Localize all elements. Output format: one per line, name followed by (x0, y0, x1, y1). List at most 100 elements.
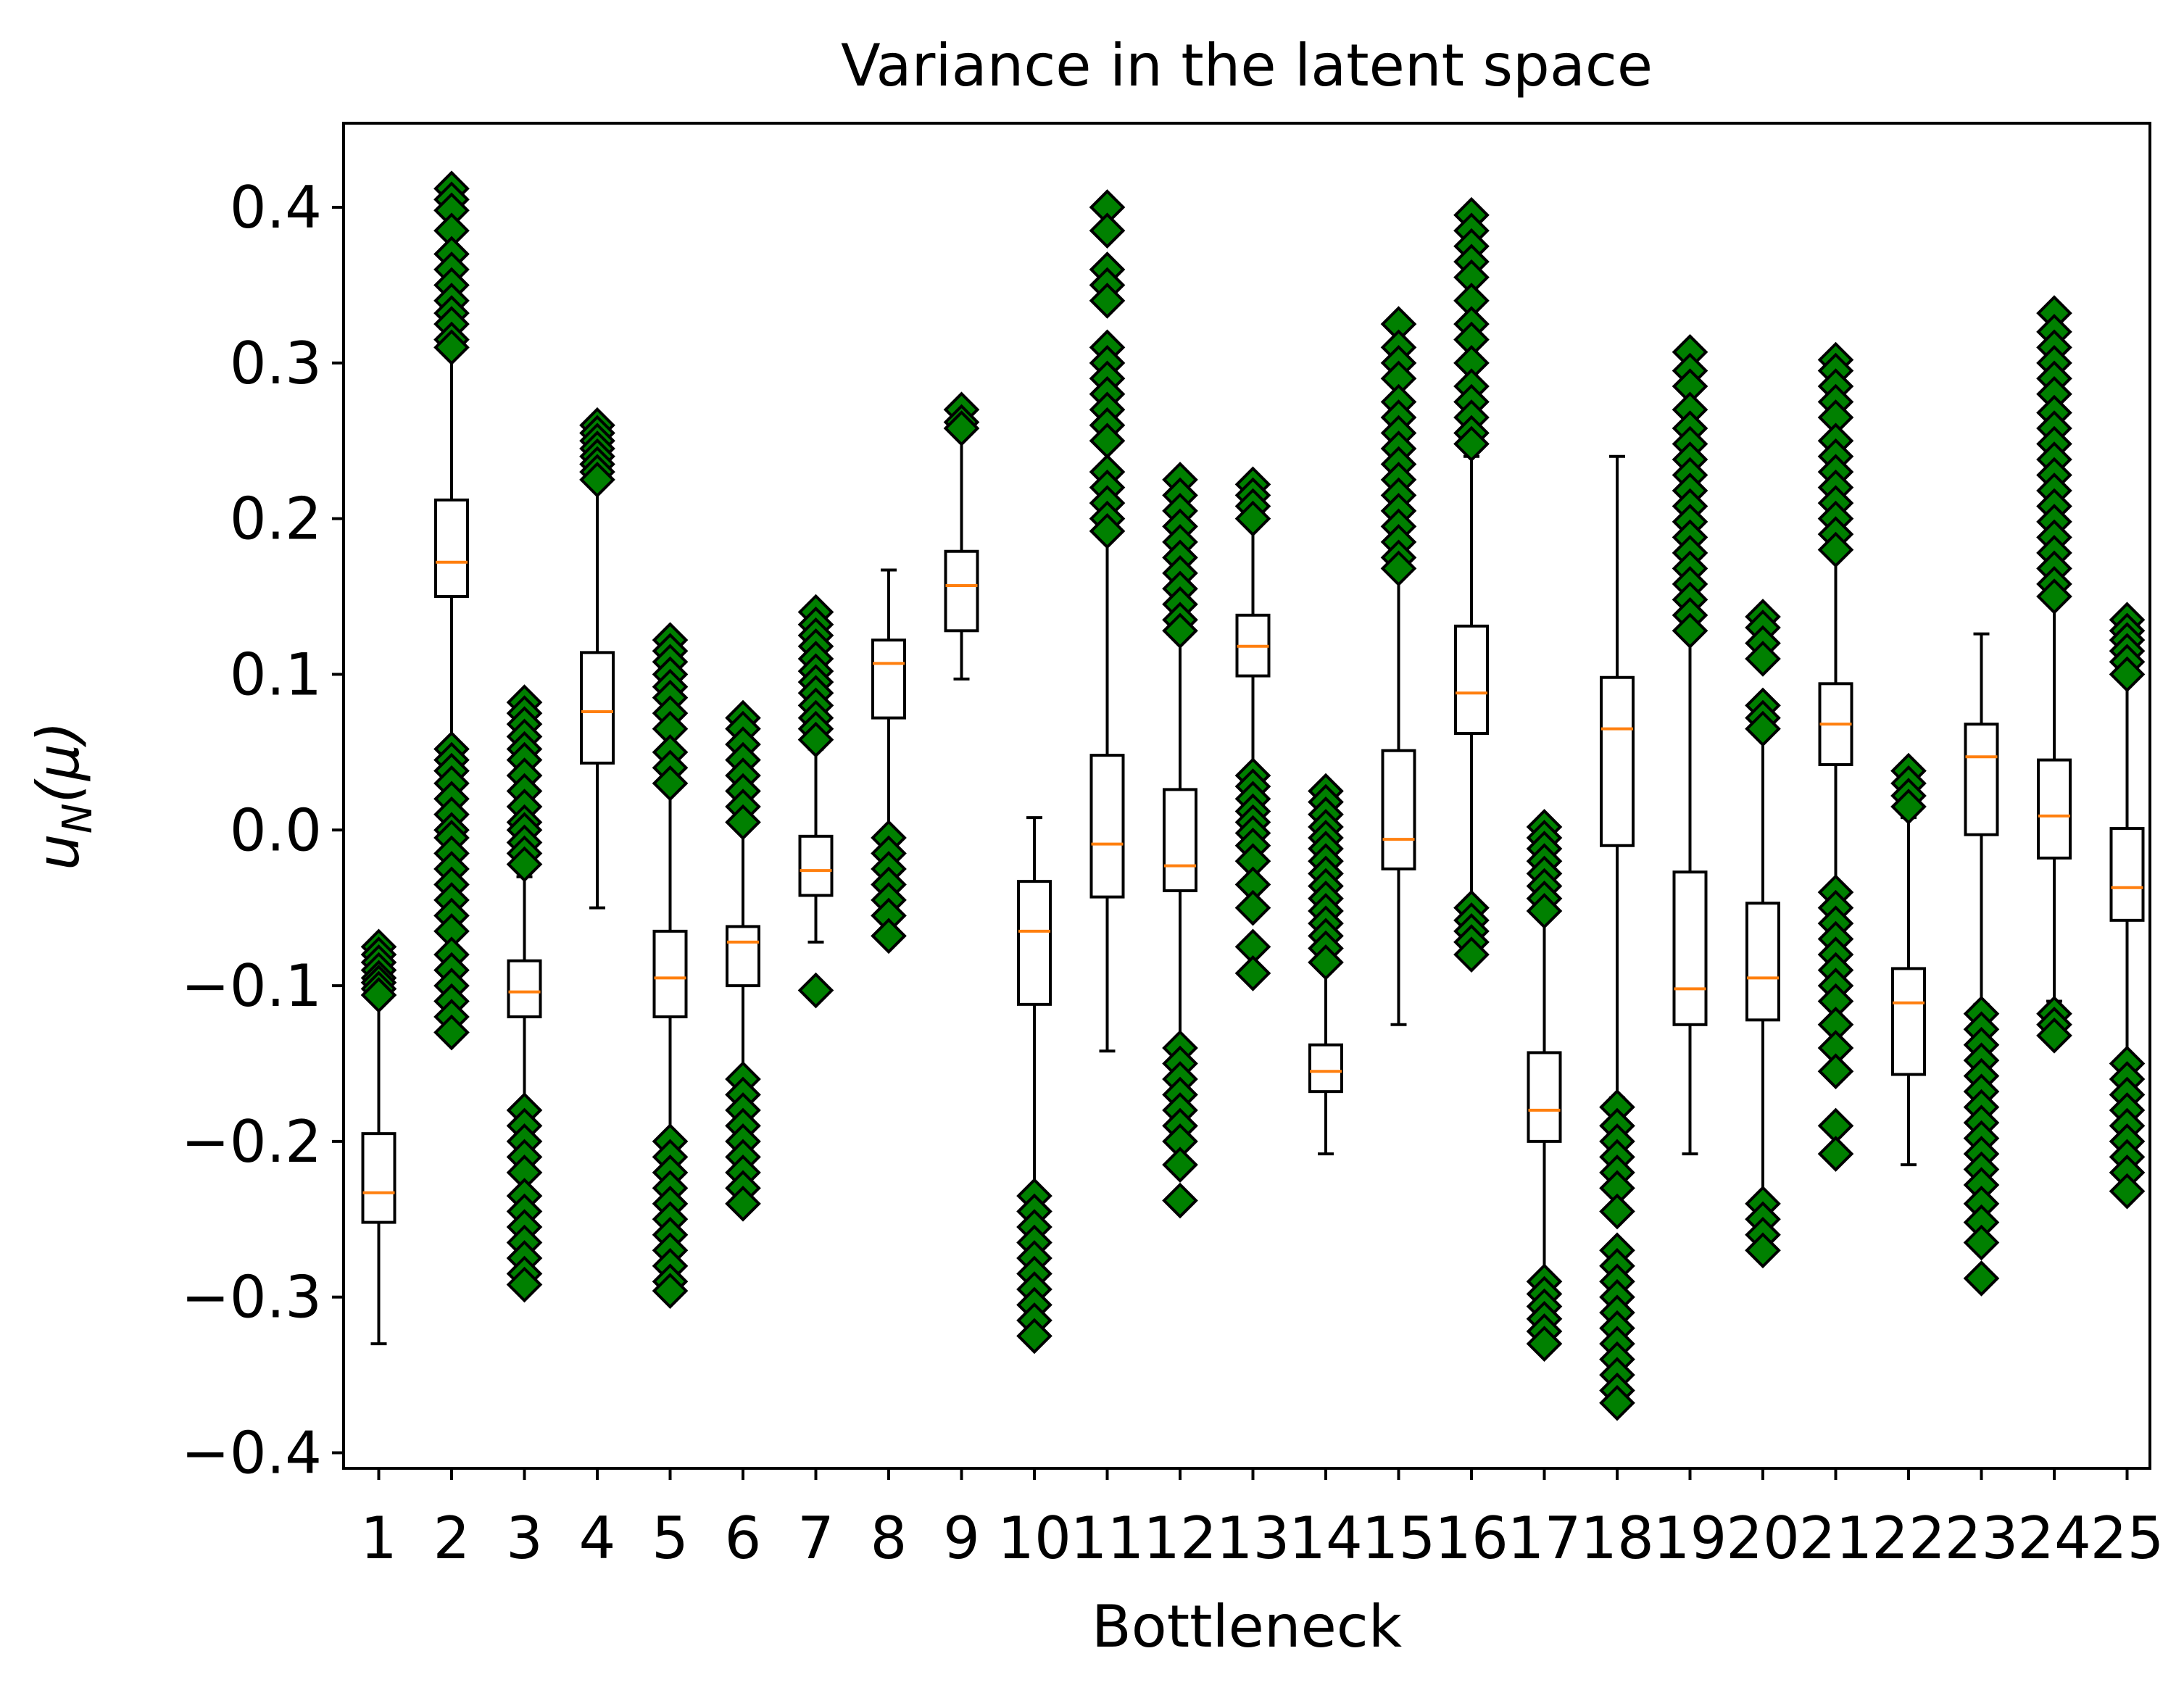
flier-point (433, 329, 470, 366)
flier-point (2036, 578, 2072, 615)
flier-point (725, 804, 761, 841)
y-tick-label: 0.1 (230, 641, 322, 708)
flier-point (797, 721, 834, 758)
box-iqr (434, 498, 469, 599)
box-iqr (871, 638, 906, 720)
box-13 (1235, 525, 1271, 770)
x-tick-label: 17 (1508, 1505, 1582, 1572)
x-tick-label: 4 (579, 1505, 616, 1572)
flier-point (1745, 641, 1781, 677)
x-tick-label: 18 (1580, 1505, 1654, 1572)
box-5 (652, 789, 688, 1136)
y-tick-label: −0.2 (181, 1108, 322, 1176)
flier-point (1890, 789, 1927, 825)
box-iqr (1381, 749, 1416, 870)
box-iqr (1163, 788, 1197, 893)
box-21 (1818, 556, 1853, 886)
box-iqr (1089, 754, 1125, 899)
x-axis: 1 2 3 4 5 6 7 8 9 1011121314151617181920212223242… (360, 1468, 2164, 1572)
box-iqr (726, 925, 760, 988)
flier-markers (360, 170, 2146, 1421)
box-8 (871, 568, 906, 832)
box-19 (1672, 633, 1708, 1156)
box-17 (1527, 914, 1562, 1276)
x-tick-label: 10 (997, 1505, 1071, 1572)
box-16 (1454, 454, 1489, 902)
y-axis-label-sub: N (54, 803, 101, 833)
y-axis-label-main: u (25, 833, 92, 870)
box-iqr (580, 651, 615, 765)
box-iqr (1891, 967, 1926, 1076)
y-tick-label: 0.3 (230, 330, 322, 397)
flier-point (433, 1014, 470, 1051)
box-7 (798, 747, 834, 944)
x-tick-label: 11 (1071, 1505, 1145, 1572)
y-axis-label-args: (μ) (25, 721, 92, 803)
x-tick-label: 9 (943, 1505, 980, 1572)
box-iqr (1308, 1043, 1343, 1094)
box-iqr (1672, 870, 1708, 1026)
x-tick-label: 14 (1289, 1505, 1363, 1572)
flier-point (652, 1273, 689, 1309)
box-20 (1745, 735, 1780, 1198)
flier-point (1089, 283, 1126, 319)
y-tick-label: 0.0 (230, 796, 322, 864)
x-tick-label: 22 (1872, 1505, 1946, 1572)
box-22 (1891, 816, 1926, 1167)
box-iqr (1745, 902, 1780, 1022)
y-tick-label: 0.2 (230, 486, 322, 553)
x-axis-label: Bottleneck (1092, 1593, 1403, 1660)
flier-point (797, 972, 834, 1009)
flier-point (506, 846, 543, 883)
flier-point (1234, 500, 1271, 537)
flier-point (1162, 1182, 1198, 1219)
box-iqr (361, 1132, 396, 1224)
x-tick-label: 20 (1726, 1505, 1800, 1572)
flier-point (1089, 212, 1126, 249)
x-tick-label: 16 (1434, 1505, 1508, 1572)
flier-point (652, 765, 689, 802)
flier-point (1526, 1326, 1563, 1362)
box-11 (1089, 536, 1125, 1053)
flier-point (1380, 550, 1417, 587)
x-tick-label: 23 (1945, 1505, 2019, 1572)
flier-point (2036, 1017, 2072, 1054)
box-25 (2109, 681, 2145, 1057)
flier-point (1453, 936, 1490, 973)
flier-point (506, 1266, 543, 1303)
flier-point (1817, 1053, 1854, 1090)
flier-point (1234, 889, 1271, 926)
box-9 (944, 431, 979, 681)
y-tick-label: −0.1 (181, 952, 322, 1020)
x-tick-label: 21 (1799, 1505, 1873, 1572)
flier-point (1162, 1147, 1198, 1183)
flier-point (1308, 944, 1344, 981)
x-tick-label: 7 (797, 1505, 834, 1572)
y-tick-label: −0.4 (181, 1420, 322, 1487)
flier-point (1963, 1224, 2000, 1261)
flier-point (1599, 1193, 1635, 1230)
box-iqr (507, 959, 542, 1019)
flier-point (1817, 1136, 1854, 1172)
box-23 (1964, 632, 1999, 1006)
box-iqr (2109, 827, 2145, 922)
flier-point (579, 462, 615, 498)
flier-point (360, 977, 397, 1013)
plot-area (361, 349, 2145, 1346)
box-iqr (1600, 675, 1635, 847)
box-3 (507, 875, 542, 1109)
flier-point (725, 1185, 761, 1222)
flier-point (1672, 612, 1708, 649)
box-18 (1600, 454, 1635, 1099)
x-tick-label: 2 (433, 1505, 470, 1572)
flier-point (1526, 893, 1563, 929)
flier-point (1234, 955, 1271, 991)
x-tick-label: 13 (1216, 1505, 1290, 1572)
x-tick-label: 8 (871, 1505, 908, 1572)
box-14 (1308, 968, 1343, 1156)
box-iqr (2037, 758, 2072, 860)
y-axis: −0.4 −0.3 −0.2 −0.1 0.0 0.1 0.2 0.3 0.4 (181, 174, 344, 1487)
box-4 (580, 483, 615, 910)
x-tick-label: 25 (2090, 1505, 2164, 1572)
